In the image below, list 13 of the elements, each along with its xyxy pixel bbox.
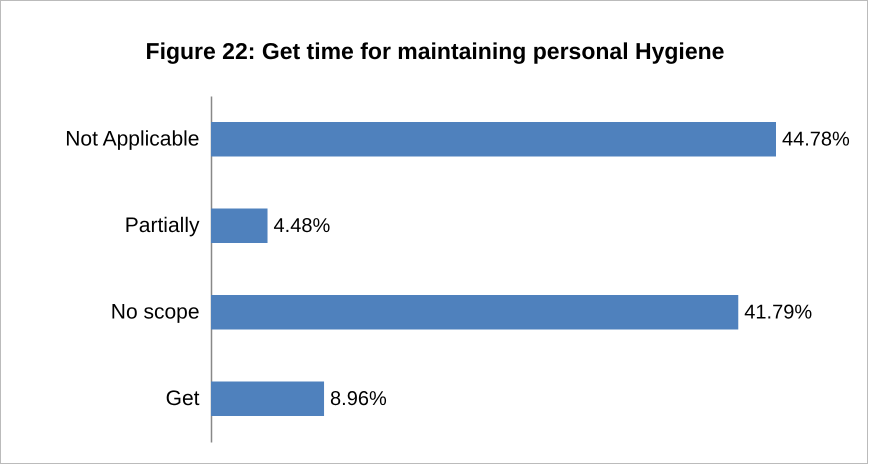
bar <box>211 122 776 157</box>
y-tick-label: Get <box>166 386 200 410</box>
chart-title: Figure 22: Get time for maintaining personal Hygiene <box>144 38 726 65</box>
data-label: 41.79% <box>744 301 812 324</box>
data-label: 4.48% <box>274 214 330 237</box>
data-label: 44.78% <box>782 128 850 150</box>
y-tick-label: Not Applicable <box>65 127 200 150</box>
data-label: 8.96% <box>330 388 387 410</box>
y-tick-label: Partially <box>124 214 200 237</box>
bar <box>211 208 268 244</box>
bar <box>211 294 738 330</box>
bar <box>211 381 324 416</box>
y-tick-label: No scope <box>110 300 200 324</box>
